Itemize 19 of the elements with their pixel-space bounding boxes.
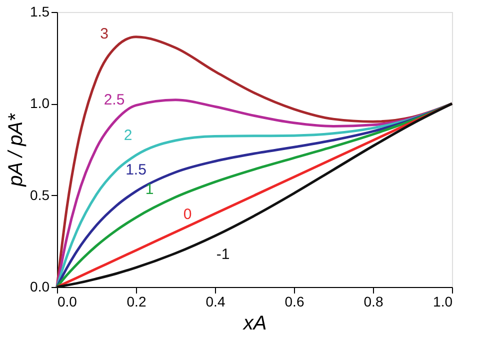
y-tick-label: 1.0	[30, 95, 50, 112]
x-axis-title: xA	[242, 312, 267, 334]
series-label: 1.5	[126, 161, 146, 178]
series-label: -1	[216, 246, 230, 263]
x-tick-label: 0.8	[364, 294, 384, 310]
x-tick-label: 1.0	[433, 294, 453, 310]
series-label: 3	[100, 26, 108, 43]
y-tick-label: 1.5	[30, 4, 50, 20]
y-axis-title: pA / pA*	[5, 112, 28, 188]
series-label: 2.5	[104, 92, 125, 109]
y-tick-label: 0.5	[30, 186, 50, 203]
x-tick-label: 0.2	[126, 294, 146, 310]
x-tick-label: 0.0	[58, 294, 78, 310]
series-label: 1	[145, 181, 154, 198]
series-label: 2	[124, 127, 132, 144]
y-tick-label: 0.0	[30, 278, 50, 294]
series-label: 0	[183, 206, 192, 223]
x-tick-label: 0.6	[284, 294, 304, 310]
x-tick-label: 0.4	[206, 294, 226, 310]
